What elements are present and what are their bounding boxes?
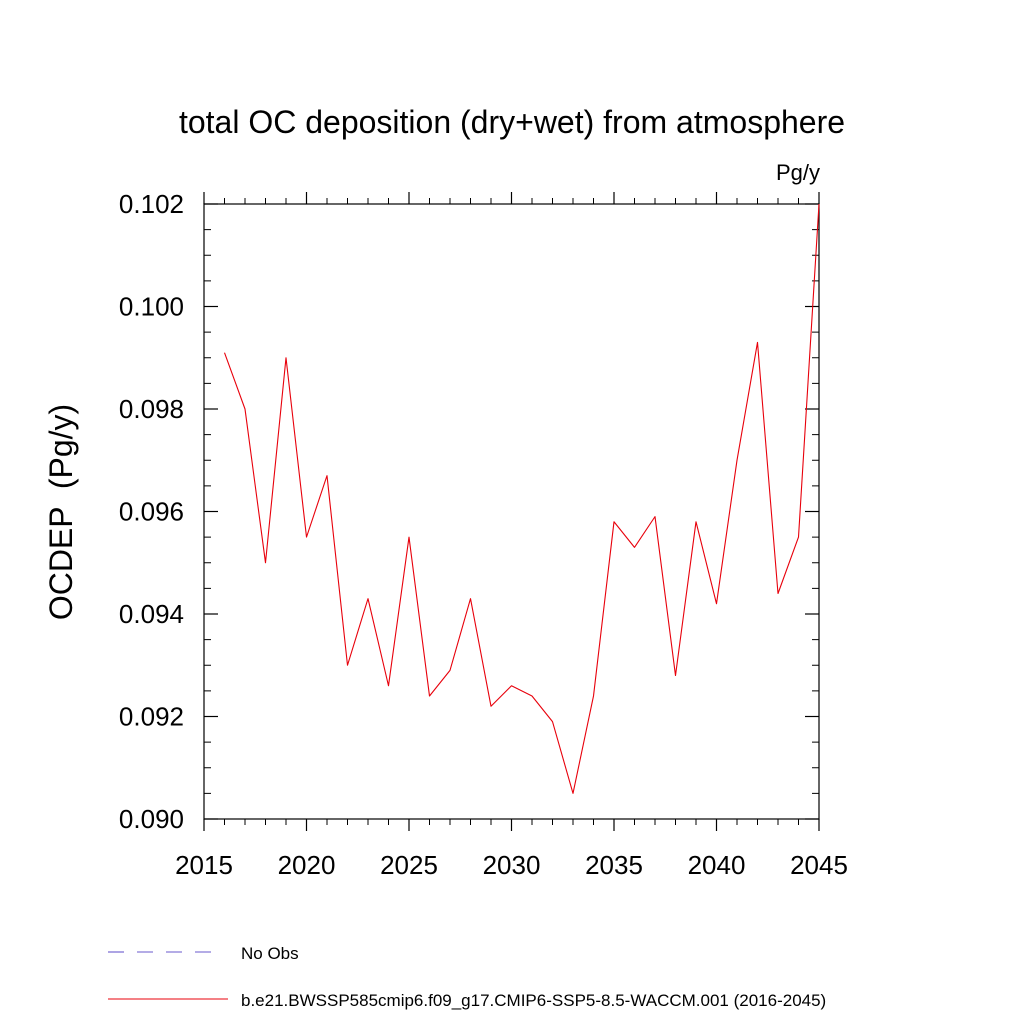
series-line-waccm-run — [223, 203, 820, 794]
y-tick-label: 0.100 — [119, 292, 184, 322]
units-label: Pg/y — [776, 160, 820, 185]
legend-label-waccm-run: b.e21.BWSSP585cmip6.f09_g17.CMIP6-SSP5-8… — [241, 991, 826, 1010]
x-tick-label: 2035 — [585, 850, 643, 880]
y-axis-label: OCDEP (Pg/y) — [43, 404, 79, 620]
y-tick-label: 0.094 — [119, 599, 184, 629]
x-tick-label: 2015 — [175, 850, 233, 880]
y-tick-label: 0.096 — [119, 497, 184, 527]
y-tick-label: 0.090 — [119, 804, 184, 834]
chart-title: total OC deposition (dry+wet) from atmos… — [179, 104, 845, 140]
x-tick-label: 2040 — [688, 850, 746, 880]
x-tick-label: 2020 — [278, 850, 336, 880]
legend-label-no-obs: No Obs — [241, 944, 299, 963]
plot-frame — [203, 203, 820, 820]
series-layer — [223, 203, 820, 794]
y-tick-label: 0.102 — [119, 189, 184, 219]
x-tick-label: 2030 — [483, 850, 541, 880]
axis-ticks: 2015 2020 2025 2030 2035 2040 2045 0.090 0.092 0.… — [119, 189, 848, 880]
legend: No Obs b.e21.BWSSP585cmip6.f09_g17.CMIP6… — [108, 944, 826, 1010]
y-tick-label: 0.098 — [119, 394, 184, 424]
y-tick-label: 0.092 — [119, 702, 184, 732]
x-tick-label: 2045 — [790, 850, 848, 880]
x-tick-label: 2025 — [380, 850, 438, 880]
